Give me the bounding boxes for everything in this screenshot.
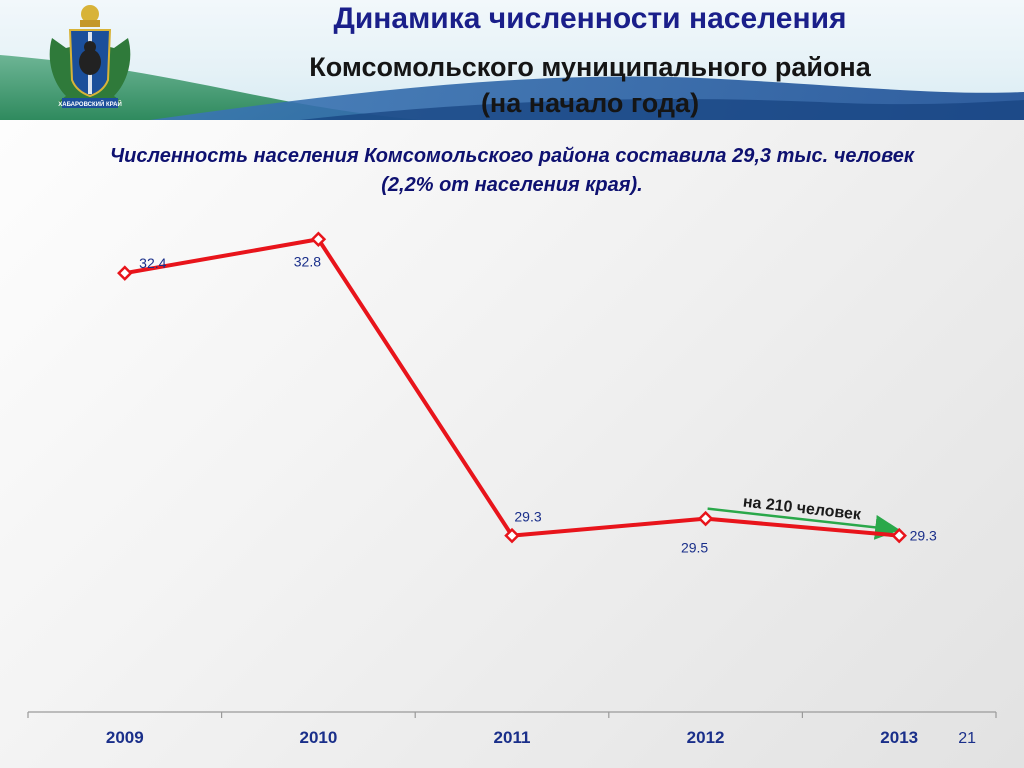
data-label: 32.4 xyxy=(139,255,166,271)
slide-title: Динамика численности населения xyxy=(333,2,847,35)
header-banner: ХАБАРОВСКИЙ КРАЙ Динамика численности на… xyxy=(0,0,1024,120)
data-point-marker xyxy=(891,527,907,544)
data-point-marker xyxy=(504,527,520,544)
data-point-marker xyxy=(697,510,714,527)
x-tick-label: 2013 xyxy=(880,728,918,747)
svg-text:ХАБАРОВСКИЙ КРАЙ: ХАБАРОВСКИЙ КРАЙ xyxy=(58,100,122,108)
slide-subtitle: Численность населения Комсомольского рай… xyxy=(30,142,994,200)
x-tick-label: 2011 xyxy=(494,728,531,747)
slide-title-line3: (на начало года) xyxy=(480,88,700,118)
x-tick-label: 2009 xyxy=(106,728,144,747)
data-point-marker xyxy=(117,265,133,281)
slide-title-line2: Комсомольского муниципального района xyxy=(309,52,871,82)
coat-of-arms-icon: ХАБАРОВСКИЙ КРАЙ xyxy=(44,2,136,114)
x-tick-label: 2010 xyxy=(299,728,337,747)
data-point-marker xyxy=(310,231,327,248)
subtitle-line2: (2,2% от населения края). xyxy=(381,174,643,196)
data-label: 29.5 xyxy=(681,540,708,556)
data-label: 29.3 xyxy=(514,509,541,525)
data-label: 32.8 xyxy=(294,253,321,269)
series-line xyxy=(124,237,900,538)
x-tick-label: 2012 xyxy=(687,728,725,747)
subtitle-line1: Численность населения Комсомольского рай… xyxy=(110,145,914,167)
annotation-arrow xyxy=(707,507,901,540)
page-number: 21 xyxy=(958,730,976,747)
data-label: 29.3 xyxy=(910,528,937,544)
